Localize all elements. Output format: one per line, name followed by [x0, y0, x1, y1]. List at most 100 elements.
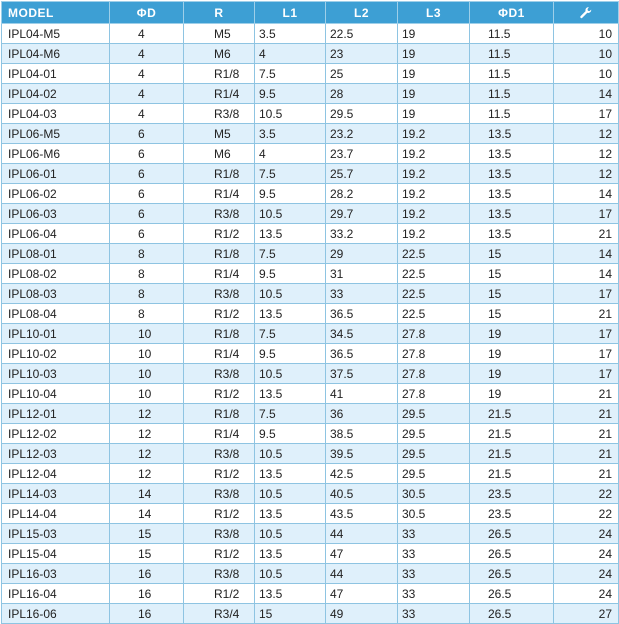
cell-wrench-size: 14 — [553, 263, 619, 284]
cell-thread: R3/8 — [183, 523, 255, 544]
cell-l1: 13.5 — [254, 223, 326, 244]
cell-l1: 10.5 — [254, 203, 326, 224]
cell-thread: R3/8 — [183, 283, 255, 304]
cell-l2: 36 — [325, 403, 398, 424]
table-row: IPL06-03 6 R3/8 10.5 29.7 19.2 13.5 17 — [1, 203, 619, 224]
cell-model: IPL12-01 — [1, 403, 110, 424]
cell-l1: 9.5 — [254, 423, 326, 444]
cell-l1: 7.5 — [254, 323, 326, 344]
cell-thread: R3/8 — [183, 483, 255, 504]
cell-model: IPL04-M6 — [1, 43, 110, 64]
cell-wrench-size: 21 — [553, 423, 619, 444]
cell-thread: R1/8 — [183, 63, 255, 84]
cell-model: IPL12-04 — [1, 463, 110, 484]
cell-diameter-d1: 15 — [469, 263, 554, 284]
cell-thread: R1/4 — [183, 343, 255, 364]
cell-diameter-d1: 19 — [469, 383, 554, 404]
cell-diameter: 15 — [109, 543, 184, 564]
cell-model: IPL14-03 — [1, 483, 110, 504]
cell-l2: 22.5 — [325, 23, 398, 44]
cell-wrench-size: 10 — [553, 23, 619, 44]
cell-wrench-size: 14 — [553, 243, 619, 264]
cell-diameter-d1: 26.5 — [469, 603, 554, 624]
cell-diameter: 8 — [109, 283, 184, 304]
cell-l2: 36.5 — [325, 303, 398, 324]
cell-l3: 33 — [397, 543, 470, 564]
cell-diameter-d1: 21.5 — [469, 423, 554, 444]
cell-thread: M6 — [183, 143, 255, 164]
cell-l2: 34.5 — [325, 323, 398, 344]
cell-wrench-size: 10 — [553, 63, 619, 84]
cell-model: IPL08-01 — [1, 243, 110, 264]
table-row: IPL04-02 4 R1/4 9.5 28 19 11.5 14 — [1, 83, 619, 104]
cell-thread: R3/8 — [183, 443, 255, 464]
header-diameter-d1: ΦD1 — [469, 1, 554, 24]
cell-wrench-size: 21 — [553, 403, 619, 424]
cell-wrench-size: 24 — [553, 583, 619, 604]
cell-l1: 9.5 — [254, 183, 326, 204]
cell-l1: 13.5 — [254, 583, 326, 604]
cell-l3: 22.5 — [397, 283, 470, 304]
cell-l3: 19 — [397, 23, 470, 44]
cell-model: IPL15-03 — [1, 523, 110, 544]
table-row: IPL08-04 8 R1/2 13.5 36.5 22.5 15 21 — [1, 303, 619, 324]
cell-l2: 28 — [325, 83, 398, 104]
table-row: IPL15-03 15 R3/8 10.5 44 33 26.5 24 — [1, 523, 619, 544]
cell-thread: R1/2 — [183, 543, 255, 564]
cell-diameter-d1: 13.5 — [469, 203, 554, 224]
cell-thread: R1/8 — [183, 323, 255, 344]
cell-diameter-d1: 19 — [469, 343, 554, 364]
cell-diameter: 10 — [109, 363, 184, 384]
cell-thread: R1/2 — [183, 503, 255, 524]
cell-diameter-d1: 15 — [469, 303, 554, 324]
cell-l3: 29.5 — [397, 403, 470, 424]
cell-diameter-d1: 19 — [469, 323, 554, 344]
cell-diameter-d1: 23.5 — [469, 503, 554, 524]
cell-l1: 3.5 — [254, 123, 326, 144]
cell-l2: 47 — [325, 583, 398, 604]
cell-l1: 10.5 — [254, 443, 326, 464]
cell-thread: R1/2 — [183, 463, 255, 484]
cell-model: IPL06-M6 — [1, 143, 110, 164]
cell-wrench-size: 17 — [553, 103, 619, 124]
cell-thread: M5 — [183, 123, 255, 144]
cell-thread: M6 — [183, 43, 255, 64]
cell-diameter: 10 — [109, 323, 184, 344]
cell-l3: 19.2 — [397, 203, 470, 224]
table-row: IPL06-04 6 R1/2 13.5 33.2 19.2 13.5 21 — [1, 223, 619, 244]
cell-diameter-d1: 23.5 — [469, 483, 554, 504]
cell-diameter-d1: 19 — [469, 363, 554, 384]
cell-l2: 25 — [325, 63, 398, 84]
cell-l2: 29 — [325, 243, 398, 264]
cell-l3: 22.5 — [397, 243, 470, 264]
table-row: IPL04-03 4 R3/8 10.5 29.5 19 11.5 17 — [1, 103, 619, 124]
cell-diameter-d1: 15 — [469, 283, 554, 304]
table-row: IPL08-02 8 R1/4 9.5 31 22.5 15 14 — [1, 263, 619, 284]
header-model: MODEL — [1, 1, 110, 24]
cell-wrench-size: 12 — [553, 143, 619, 164]
cell-model: IPL06-02 — [1, 183, 110, 204]
cell-model: IPL04-03 — [1, 103, 110, 124]
cell-diameter-d1: 21.5 — [469, 463, 554, 484]
cell-l3: 27.8 — [397, 323, 470, 344]
cell-l3: 30.5 — [397, 503, 470, 524]
cell-thread: R1/2 — [183, 223, 255, 244]
cell-thread: R3/8 — [183, 203, 255, 224]
cell-wrench-size: 14 — [553, 83, 619, 104]
cell-l1: 10.5 — [254, 363, 326, 384]
cell-diameter-d1: 13.5 — [469, 163, 554, 184]
cell-l2: 41 — [325, 383, 398, 404]
cell-model: IPL10-03 — [1, 363, 110, 384]
cell-l2: 44 — [325, 563, 398, 584]
table-row: IPL12-04 12 R1/2 13.5 42.5 29.5 21.5 21 — [1, 463, 619, 484]
cell-diameter: 6 — [109, 203, 184, 224]
cell-wrench-size: 27 — [553, 603, 619, 624]
cell-model: IPL15-04 — [1, 543, 110, 564]
cell-diameter-d1: 13.5 — [469, 123, 554, 144]
cell-diameter-d1: 26.5 — [469, 583, 554, 604]
cell-diameter: 4 — [109, 83, 184, 104]
table-row: IPL04-M5 4 M5 3.5 22.5 19 11.5 10 — [1, 23, 619, 44]
cell-l3: 19.2 — [397, 163, 470, 184]
cell-diameter: 15 — [109, 523, 184, 544]
